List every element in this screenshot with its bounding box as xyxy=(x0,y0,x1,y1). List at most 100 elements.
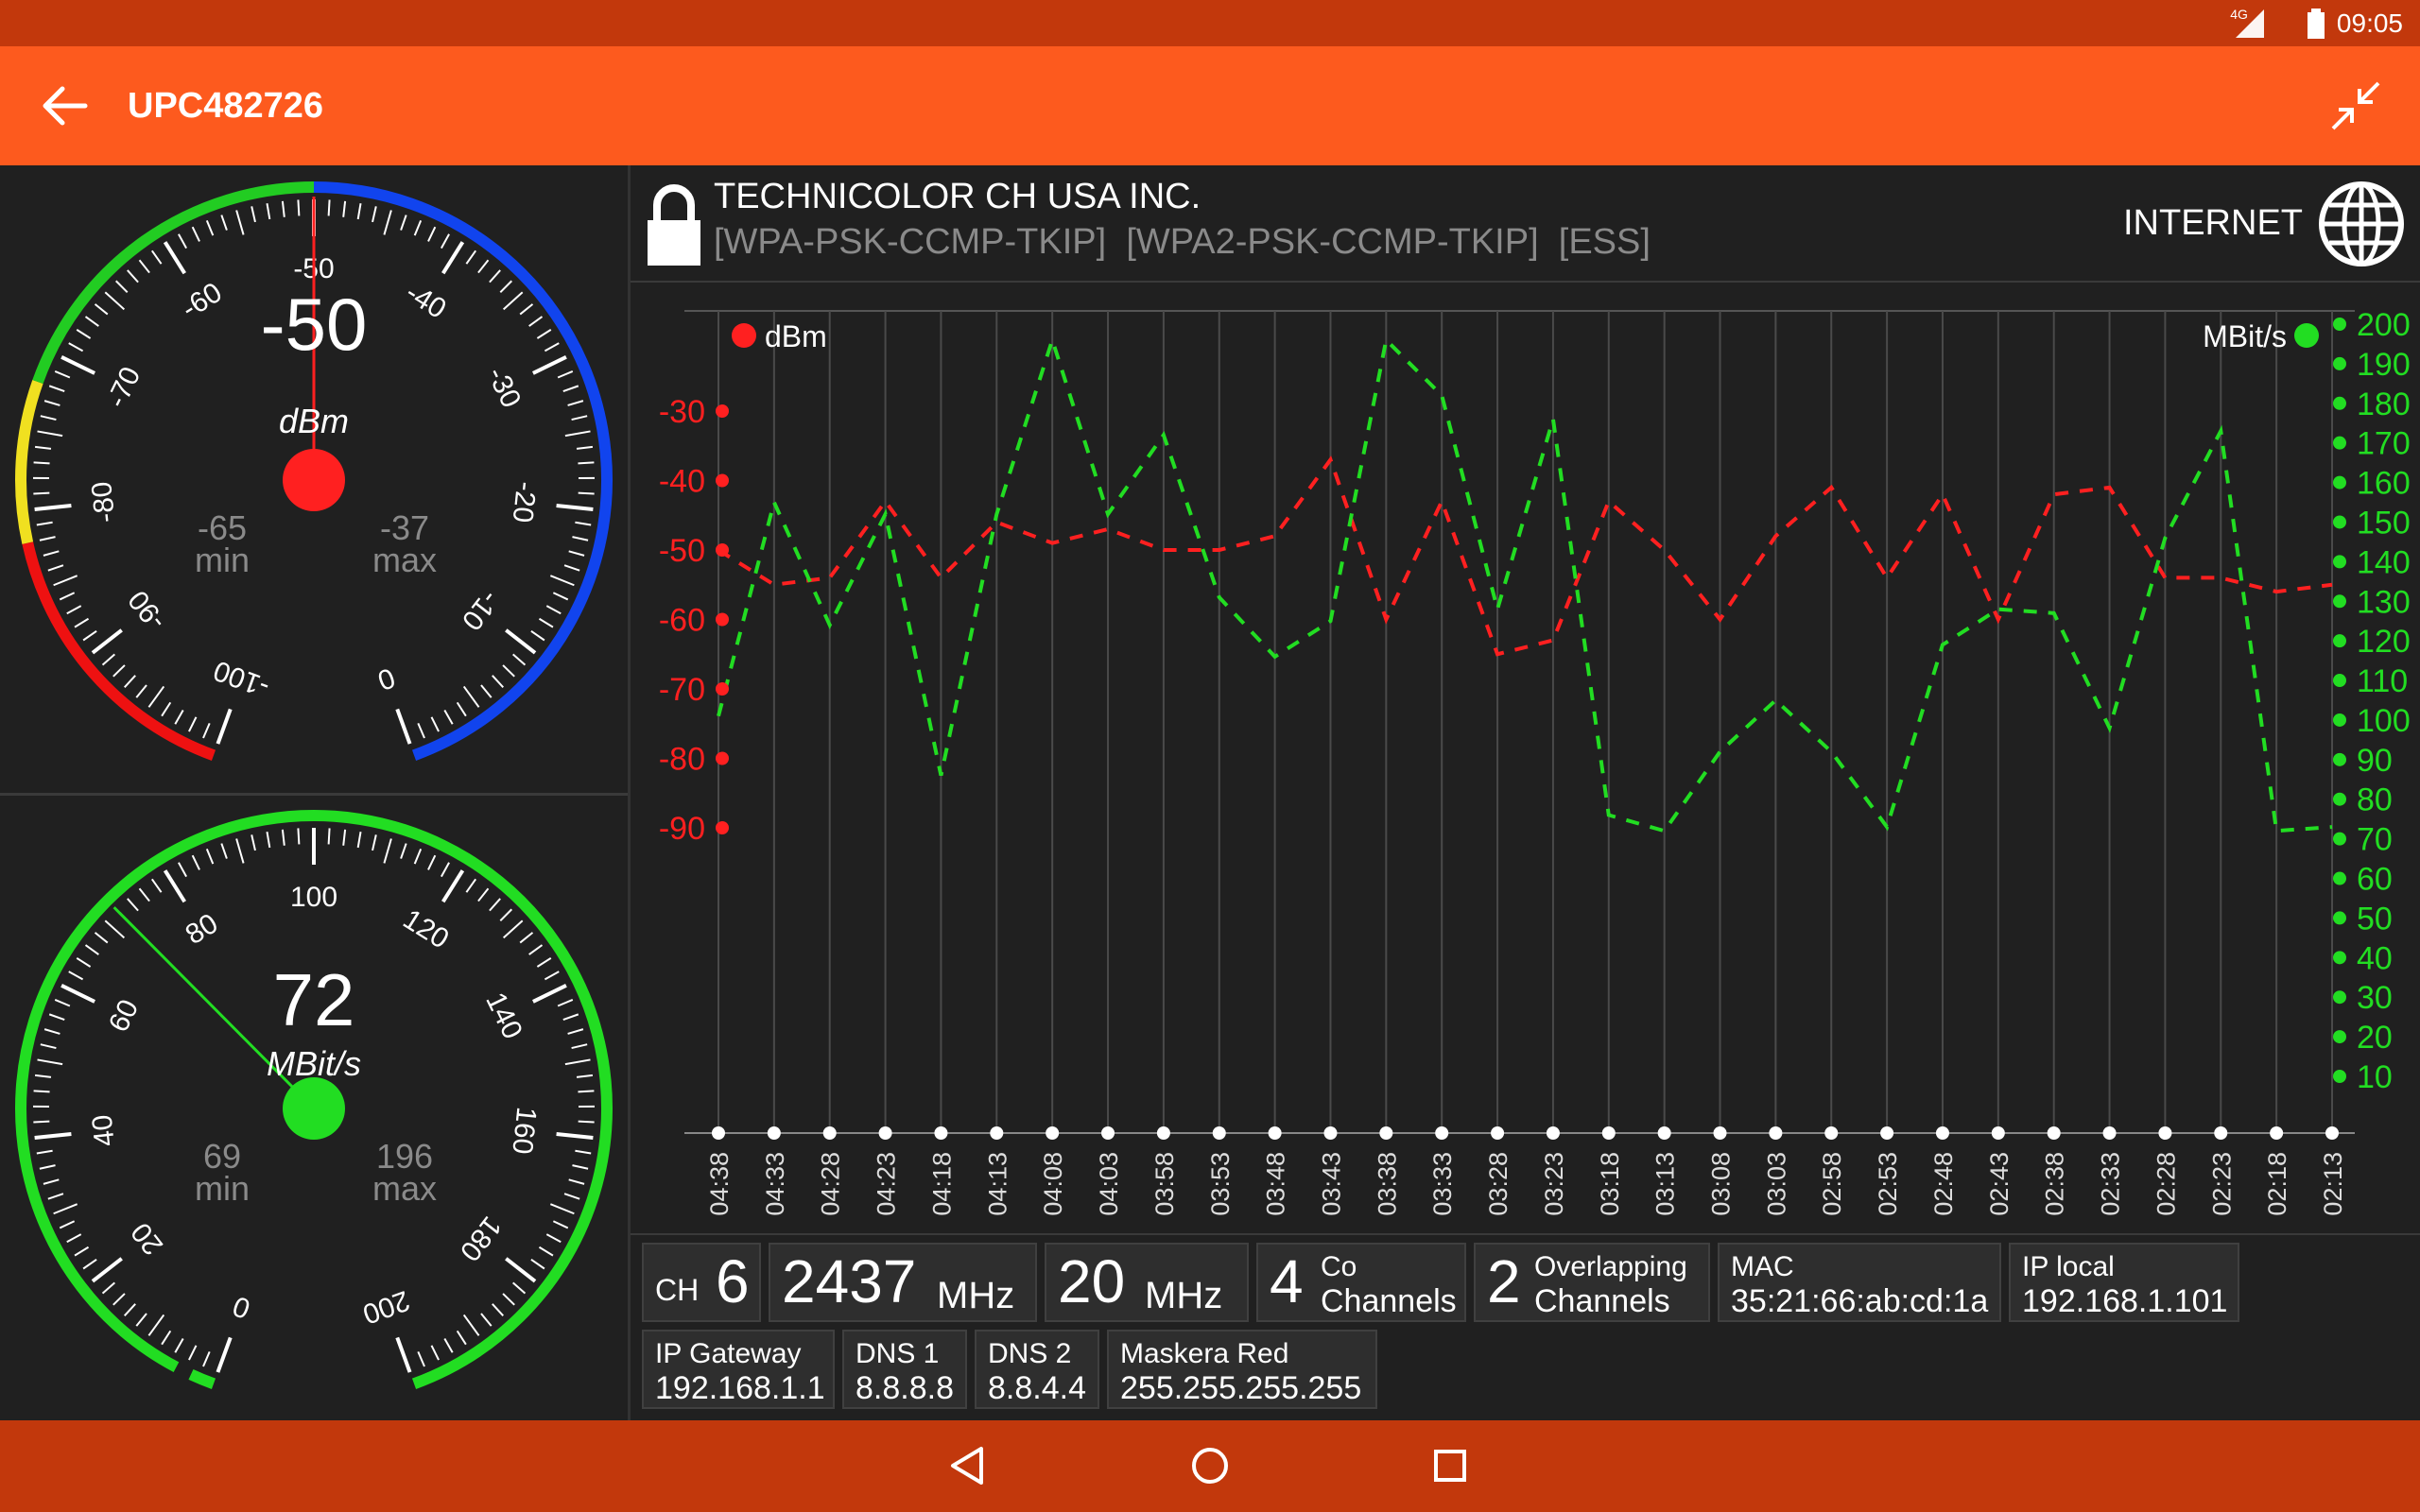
speed-needle-hub xyxy=(283,1077,345,1140)
g2-tick xyxy=(161,1330,172,1346)
g2-tick xyxy=(59,1220,76,1229)
g2-tick xyxy=(545,1233,562,1244)
arrow-back-icon[interactable] xyxy=(38,79,91,132)
g1-tick xyxy=(567,400,584,406)
chart-right-tick-dot xyxy=(2333,752,2346,766)
g2-tick xyxy=(54,998,71,1007)
g1-tick-label: -40 xyxy=(400,277,451,325)
chart-x-tick-label: 03:33 xyxy=(1428,1152,1457,1216)
chart-x-tick-label: 03:23 xyxy=(1540,1152,1568,1216)
g2-tick xyxy=(188,1345,198,1361)
chart-x-dot xyxy=(712,1126,725,1140)
g1-tick xyxy=(544,342,560,352)
co-channels-chip: 4 Co Channels xyxy=(1256,1243,1466,1322)
chart-right-tick-label: 130 xyxy=(2357,584,2411,620)
mac-chip: MAC 35:21:66:ab:cd:1a xyxy=(1718,1243,2001,1322)
chart-left-tick-label: -30 xyxy=(659,394,705,430)
signal-unit: dBm xyxy=(279,402,349,440)
g1-tick xyxy=(492,675,505,688)
status-bar: 4G 09:05 xyxy=(0,0,2420,46)
g1-tick xyxy=(499,280,512,294)
g1-tick xyxy=(127,269,139,284)
g1-tick xyxy=(568,550,585,557)
g1-tick xyxy=(557,369,574,379)
chart-x-dot xyxy=(2102,1126,2117,1140)
g2-tick xyxy=(138,887,150,902)
chart-right-tick-label: 150 xyxy=(2357,505,2411,541)
chart-x-tick-label: 02:48 xyxy=(1929,1152,1958,1216)
g2-tick xyxy=(502,919,524,939)
chart-x-dot xyxy=(1323,1126,1338,1140)
g2-tick-label: 180 xyxy=(454,1211,508,1267)
g1-tick xyxy=(82,629,97,642)
g1-tick xyxy=(564,430,591,438)
chart-right-tick-label: 40 xyxy=(2357,940,2393,976)
g1-tick xyxy=(33,491,50,495)
chart-right-tick-dot xyxy=(2333,515,2346,529)
cellular-signal-icon xyxy=(2236,9,2265,38)
g1-tick xyxy=(395,708,412,745)
g1-arc-segment xyxy=(15,379,43,544)
lock-icon xyxy=(648,184,700,266)
chart-x-tick-label: 02:38 xyxy=(2041,1152,2069,1216)
g2-tick xyxy=(43,1028,60,1035)
g2-tick xyxy=(413,849,423,865)
g1-tick xyxy=(135,684,147,698)
chart-x-dot xyxy=(1991,1126,2005,1140)
g2-tick xyxy=(465,878,477,893)
chart-x-tick-label: 02:28 xyxy=(2152,1152,2180,1216)
g1-tick xyxy=(36,521,53,526)
g1-tick xyxy=(266,202,271,220)
gauges-panel: -100 -90 -80 -70 -60 -50 -40 -30 -20 -10 0 -50 dBm… xyxy=(0,165,628,1420)
chart-right-tick-dot xyxy=(2333,674,2346,688)
g2-tick xyxy=(174,1337,184,1353)
g2-tick xyxy=(499,908,512,922)
g2-tick xyxy=(538,1246,554,1257)
g2-tick xyxy=(556,1131,594,1141)
collapse-arrows-icon[interactable] xyxy=(2325,76,2386,136)
g2-tick xyxy=(220,843,228,859)
g1-tick xyxy=(512,653,527,666)
chart-x-dot xyxy=(1491,1126,1505,1140)
g1-tick xyxy=(549,575,575,587)
g1-tick xyxy=(297,199,301,216)
gauge-divider xyxy=(0,793,628,796)
chart-x-tick-label: 03:43 xyxy=(1317,1152,1345,1216)
g2-tick xyxy=(39,1164,56,1170)
g2-tick xyxy=(564,1058,591,1066)
g1-tick xyxy=(538,617,554,628)
g2-tick xyxy=(40,1043,57,1050)
g1-tick xyxy=(465,249,477,265)
chart-left-tick-label: -50 xyxy=(659,533,705,569)
nav-home-icon[interactable] xyxy=(1180,1435,1240,1496)
chart-right-tick-dot xyxy=(2333,951,2346,965)
chart-right-tick-label: 110 xyxy=(2357,663,2408,699)
g2-tick xyxy=(563,1193,580,1200)
nav-back-icon[interactable] xyxy=(938,1435,998,1496)
chart-x-tick-label: 02:58 xyxy=(1818,1152,1846,1216)
g1-tick xyxy=(104,291,126,311)
g2-tick xyxy=(505,1257,537,1283)
chart-x-tick-label: 02:13 xyxy=(2319,1152,2347,1216)
chart-right-tick-label: 160 xyxy=(2357,466,2411,502)
g1-tick xyxy=(202,722,211,739)
chart-x-dot xyxy=(1880,1126,1894,1140)
g2-tick xyxy=(91,1257,123,1283)
speed-min-label: min xyxy=(195,1169,250,1208)
g2-tick xyxy=(512,1281,527,1295)
dns2-chip: DNS 2 8.8.4.4 xyxy=(975,1330,1099,1409)
g1-tick xyxy=(43,400,60,406)
chart-right-tick-dot xyxy=(2333,436,2346,450)
nav-recents-icon[interactable] xyxy=(1420,1435,1480,1496)
chart-x-tick-label: 03:58 xyxy=(1150,1152,1179,1216)
chart-left-tick-label: -60 xyxy=(659,603,705,639)
chart-right-tick-label: 120 xyxy=(2357,624,2411,660)
g2-tick xyxy=(43,1178,60,1185)
chart-right-tick-label: 60 xyxy=(2357,862,2393,898)
chart-x-dot xyxy=(1435,1126,1449,1140)
chart-right-tick-dot xyxy=(2333,871,2346,885)
chart-right-tick-dot xyxy=(2333,555,2346,569)
chart-x-dot xyxy=(1101,1126,1115,1140)
chart-series-dbm-line xyxy=(717,455,2333,657)
g1-tick xyxy=(34,503,72,512)
